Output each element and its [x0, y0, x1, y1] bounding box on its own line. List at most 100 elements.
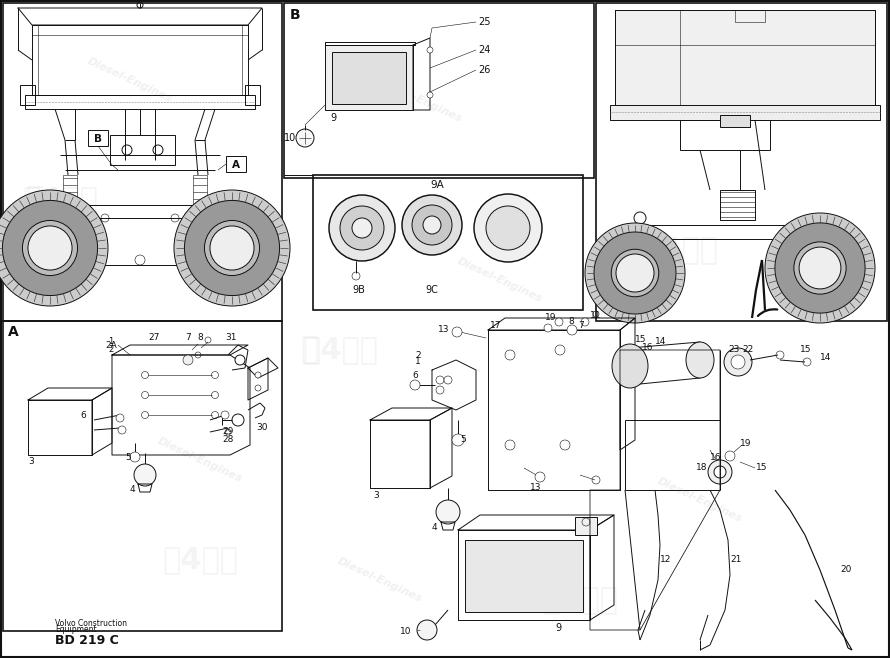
Circle shape	[410, 380, 420, 390]
Bar	[284, 3, 594, 178]
Circle shape	[423, 216, 441, 234]
Text: Equipment: Equipment	[55, 626, 97, 634]
Circle shape	[708, 460, 732, 484]
Circle shape	[174, 190, 290, 306]
Circle shape	[486, 206, 530, 250]
Circle shape	[118, 426, 126, 434]
Text: 5: 5	[460, 436, 465, 445]
Circle shape	[183, 355, 193, 365]
Circle shape	[205, 220, 260, 276]
Circle shape	[296, 129, 314, 147]
Text: 21: 21	[730, 555, 741, 565]
Bar	[3, 3, 282, 321]
Circle shape	[255, 372, 261, 378]
Text: 3: 3	[373, 490, 379, 499]
Text: 10: 10	[284, 133, 296, 143]
Ellipse shape	[612, 344, 648, 388]
Text: 朦4动力: 朦4动力	[302, 336, 378, 365]
Circle shape	[555, 345, 565, 355]
Text: 2A: 2A	[105, 340, 117, 349]
Bar	[245, 85, 260, 105]
Circle shape	[427, 92, 433, 98]
Circle shape	[724, 348, 752, 376]
Text: 14: 14	[820, 353, 831, 363]
Circle shape	[3, 201, 98, 295]
Circle shape	[444, 376, 452, 384]
Text: Diesel-Engines: Diesel-Engines	[376, 76, 464, 124]
Circle shape	[184, 201, 279, 295]
Text: 朦4动力: 朦4动力	[162, 545, 238, 574]
Ellipse shape	[686, 342, 714, 378]
Text: 2: 2	[108, 345, 113, 355]
Bar	[596, 3, 887, 321]
Text: 5: 5	[125, 453, 131, 463]
Circle shape	[436, 376, 444, 384]
Circle shape	[474, 194, 542, 262]
Text: B: B	[290, 8, 301, 22]
Circle shape	[436, 386, 444, 394]
Text: 1: 1	[415, 357, 421, 367]
Text: 20: 20	[840, 565, 852, 574]
Text: 24: 24	[478, 45, 490, 55]
Circle shape	[329, 195, 395, 261]
Bar	[465, 540, 583, 612]
Text: 朦4动力: 朦4动力	[542, 586, 618, 615]
Text: Volvo Construction: Volvo Construction	[55, 619, 127, 628]
Text: A: A	[232, 160, 240, 170]
Bar	[110, 135, 175, 165]
Bar	[45, 205, 237, 218]
Bar	[193, 175, 207, 205]
Text: 28: 28	[222, 436, 233, 445]
Bar	[25, 95, 255, 109]
Text: 7: 7	[185, 334, 190, 343]
Circle shape	[412, 205, 452, 245]
Circle shape	[505, 350, 515, 360]
Circle shape	[436, 500, 460, 524]
Bar	[720, 115, 750, 127]
Circle shape	[402, 195, 462, 255]
Circle shape	[0, 190, 108, 306]
Bar	[88, 130, 108, 146]
Circle shape	[611, 249, 659, 297]
Circle shape	[585, 223, 685, 323]
Bar	[20, 85, 35, 105]
Text: Diesel-Engines: Diesel-Engines	[676, 56, 765, 104]
Text: 门: 门	[26, 186, 44, 215]
Text: 2: 2	[415, 351, 421, 359]
Text: 13: 13	[438, 326, 449, 334]
Text: 9: 9	[330, 113, 336, 123]
Circle shape	[210, 226, 254, 270]
Text: Diesel-Engines: Diesel-Engines	[336, 556, 425, 604]
Circle shape	[255, 385, 261, 391]
Text: 29: 29	[222, 428, 233, 436]
Text: B: B	[94, 134, 102, 144]
Text: 7: 7	[578, 322, 584, 330]
Circle shape	[134, 464, 156, 486]
Text: 9B: 9B	[352, 285, 365, 295]
Circle shape	[130, 452, 140, 462]
Text: 9: 9	[555, 623, 561, 633]
Text: 3: 3	[28, 457, 34, 467]
Circle shape	[22, 220, 77, 276]
Bar	[3, 321, 282, 631]
Text: 10: 10	[400, 626, 411, 636]
Text: 11: 11	[590, 311, 602, 320]
Bar	[615, 10, 875, 105]
Circle shape	[352, 218, 372, 238]
Text: 朦4动力: 朦4动力	[22, 186, 98, 215]
Text: 15: 15	[756, 463, 767, 472]
Circle shape	[142, 392, 149, 399]
Circle shape	[142, 411, 149, 418]
Circle shape	[452, 434, 464, 446]
Text: 6: 6	[412, 370, 417, 380]
Text: 19: 19	[545, 313, 556, 322]
Text: 13: 13	[530, 482, 541, 492]
Bar	[620, 225, 850, 239]
Text: 26: 26	[478, 65, 490, 75]
Bar	[575, 517, 597, 535]
Circle shape	[714, 466, 726, 478]
Text: 30: 30	[256, 422, 268, 432]
Text: 31: 31	[225, 334, 237, 343]
Circle shape	[212, 372, 219, 378]
Circle shape	[775, 223, 865, 313]
